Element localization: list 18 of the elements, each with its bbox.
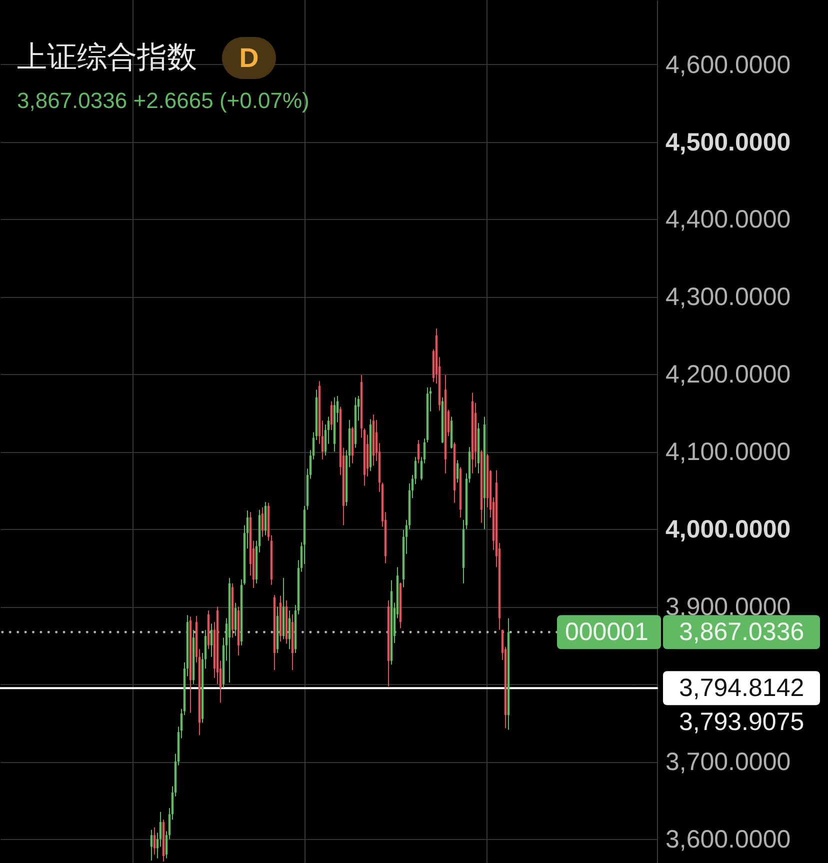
text: 3,793.9075 <box>679 708 804 736</box>
y-tick-label: 4,600.0000 <box>666 50 791 79</box>
y-tick-label: 4,300.0000 <box>666 283 791 312</box>
y-tick-label: 4,500.0000 <box>666 128 791 156</box>
candlestick <box>234 602 237 637</box>
y-tick-label: 4,100.0000 <box>666 438 791 466</box>
ref-line-label: 3,794.8142 <box>679 674 804 702</box>
y-tick-label: 4,200.0000 <box>666 360 791 389</box>
candlestick <box>153 826 156 855</box>
y-tick-label: 4,400.0000 <box>666 206 791 234</box>
y-tick-label: 4,000.0000 <box>666 516 791 544</box>
candlestick <box>330 400 333 430</box>
y-tick-label: 3,700.0000 <box>666 748 791 776</box>
text: 上证综合指数 <box>17 41 197 74</box>
text: 3,867.0336 +2.6665 (+0.07%) <box>17 88 310 113</box>
annotation: D <box>239 43 259 73</box>
annotation: 000001 <box>565 618 648 646</box>
y-tick-label: 3,600.0000 <box>666 825 791 854</box>
